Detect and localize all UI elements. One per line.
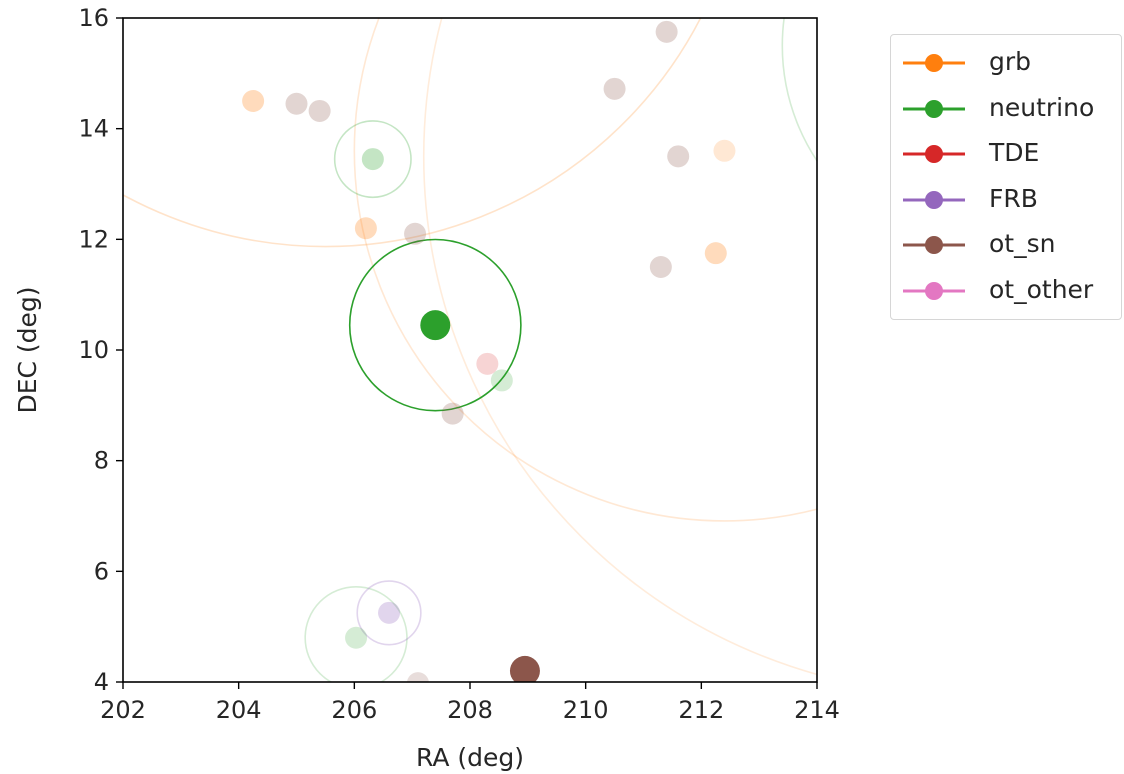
legend-marker: [925, 281, 943, 300]
legend-swatch-ot_other: [903, 281, 965, 300]
legend-label: ot_other: [989, 274, 1094, 304]
neutrino-error-circle: [348, 238, 522, 412]
ot_sn-point: [667, 145, 690, 168]
legend-label: grb: [989, 47, 1032, 76]
y-tick-label: 6: [94, 557, 109, 585]
legend-item-FRB: FRB: [891, 180, 1123, 220]
x-tick-label: 208: [447, 696, 493, 724]
legend-label: neutrino: [989, 92, 1095, 122]
legend-marker: [925, 190, 943, 209]
neutrino-point: [345, 626, 368, 649]
legend-marker: [925, 236, 943, 254]
plot-frame: [122, 17, 818, 683]
y-axis: 4 6 8 10 12 14 16: [78, 4, 123, 696]
y-axis-label: DEC (deg): [13, 286, 42, 413]
ot_sn-point: [603, 77, 626, 100]
legend-swatch-neutrino: [903, 99, 965, 118]
legend-swatch-grb: [903, 54, 965, 72]
grb-error-circle: [353, 18, 817, 522]
ot_sn-point: [407, 672, 429, 682]
x-tick-label: 210: [563, 696, 609, 724]
ot_sn-point: [649, 256, 672, 278]
FRB-error-circle: [356, 580, 422, 646]
ot_sn-point: [441, 402, 464, 425]
legend-swatch-TDE: [903, 145, 965, 163]
legend-label: TDE: [989, 138, 1040, 167]
legend-item-ot_sn: ot_sn: [891, 225, 1123, 265]
y-tick-label: 16: [78, 4, 109, 32]
x-tick-label: 206: [331, 696, 377, 724]
grb-error-circle: [123, 18, 702, 248]
x-tick-label: 204: [216, 696, 262, 724]
y-tick-label: 14: [78, 115, 109, 143]
neutrino-error-circle: [781, 18, 817, 163]
legend-marker: [925, 145, 943, 163]
y-tick-label: 4: [94, 668, 109, 696]
legend-swatch-FRB: [903, 190, 965, 209]
y-tick-label: 8: [94, 447, 109, 475]
legend-item-neutrino: neutrino: [891, 89, 1123, 129]
y-tick-label: 12: [78, 225, 109, 253]
neutrino-point: [420, 310, 451, 341]
x-tick-label: 214: [794, 696, 840, 724]
ot_sn-point: [285, 92, 308, 115]
ot_sn-point: [655, 20, 678, 43]
legend-swatch-ot_sn: [903, 236, 965, 254]
x-tick-label: 202: [100, 696, 146, 724]
legend-label: ot_sn: [989, 229, 1056, 258]
legend-label: FRB: [989, 183, 1038, 213]
grb-error-circle: [423, 18, 817, 676]
legend-marker: [925, 99, 943, 118]
neutrino-point: [490, 369, 513, 392]
grb-point: [704, 242, 727, 265]
legend-marker: [925, 54, 943, 72]
legend-item-TDE: TDE: [891, 134, 1123, 174]
neutrino-error-circle: [333, 120, 412, 199]
grb-point: [242, 90, 265, 112]
legend-item-ot_other: ot_other: [891, 271, 1123, 311]
y-tick-label: 10: [78, 336, 109, 364]
ot_sn-point: [404, 222, 427, 245]
x-tick-label: 212: [678, 696, 724, 724]
ot_sn-point: [509, 655, 540, 682]
grb-point: [354, 217, 377, 240]
grb-point: [713, 139, 736, 162]
FRB-point: [378, 601, 401, 624]
x-axis-label: RA (deg): [416, 743, 524, 772]
neutrino-error-circle: [304, 586, 408, 682]
legend: grb neutrino TDE FRB ot_sn ot_other: [890, 34, 1122, 320]
neutrino-point: [361, 148, 384, 171]
x-axis: 202 204 206 208 210 212 214: [100, 682, 840, 724]
TDE-point: [476, 352, 499, 375]
ot_sn-point: [308, 99, 331, 122]
plot-area: [123, 18, 817, 682]
legend-item-grb: grb: [891, 43, 1123, 83]
